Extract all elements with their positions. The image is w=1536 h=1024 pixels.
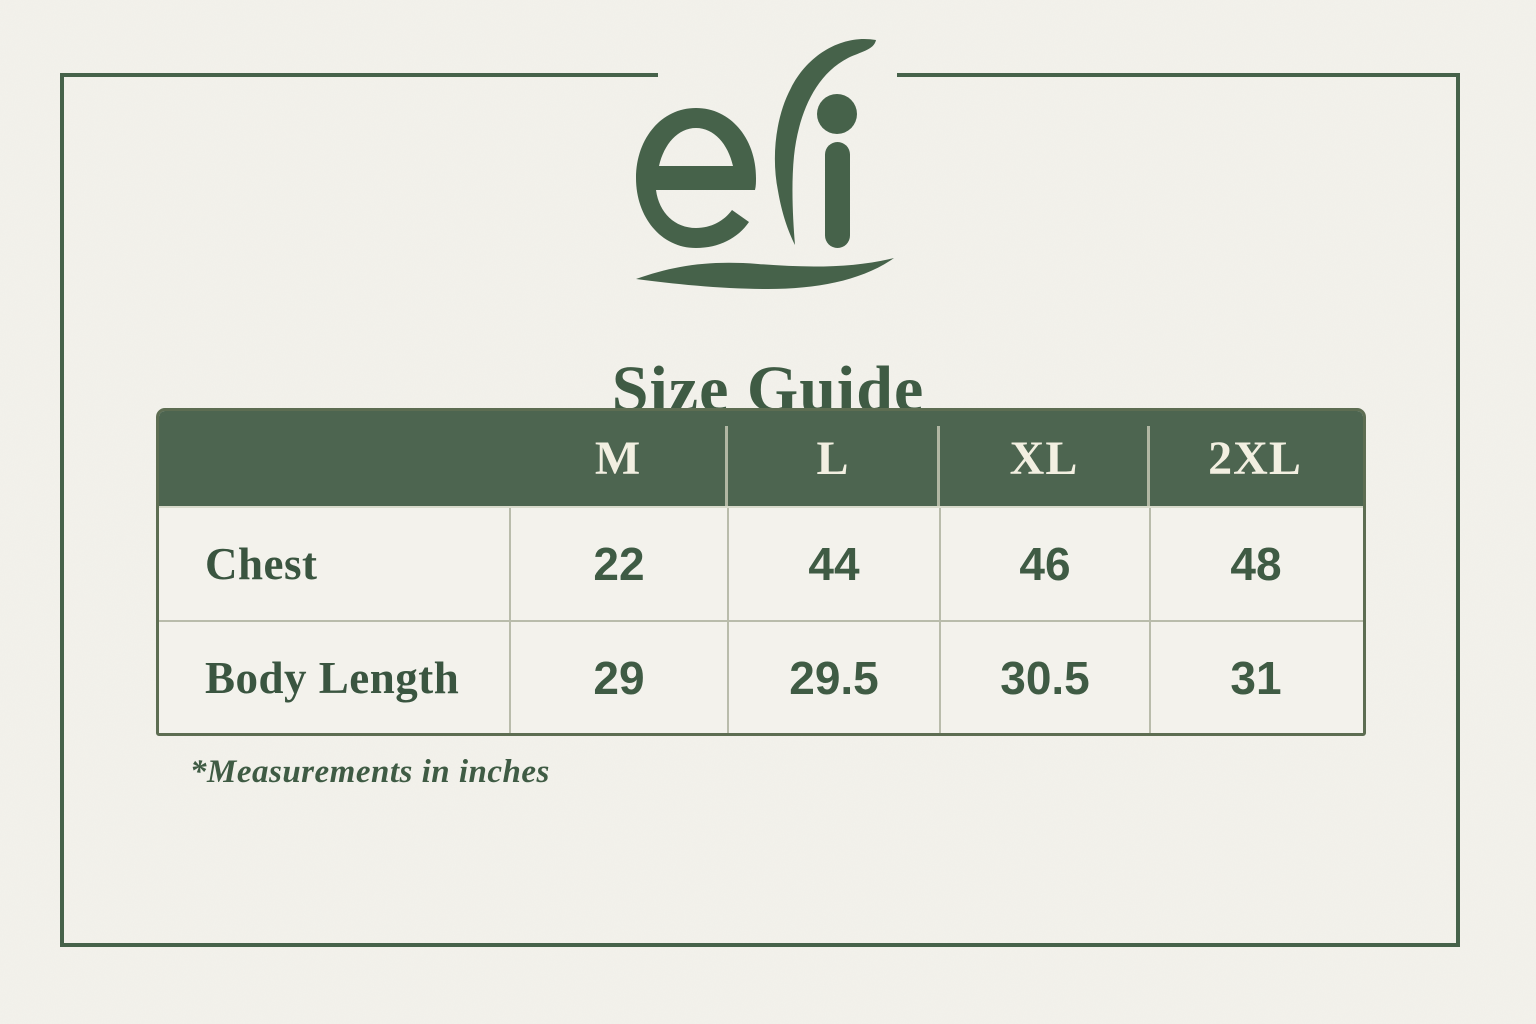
frame-border-right: [1456, 73, 1460, 947]
frame-border-left: [60, 73, 64, 947]
logo-letter-e: [636, 108, 756, 248]
chest-value-2xl: 48: [1149, 508, 1361, 620]
header-cell-size-l: L: [725, 411, 939, 506]
row-label-body-length: Body Length: [205, 653, 460, 703]
header-cell-empty: [159, 411, 509, 506]
row-label-chest: Chest: [205, 539, 318, 589]
body-length-value-xl: 30.5: [939, 622, 1149, 733]
logo-letter-l: [774, 38, 876, 246]
header-cell-size-2xl: 2XL: [1147, 411, 1361, 506]
header-cell-size-m: M: [594, 432, 642, 485]
body-length-value-l: 29.5: [727, 622, 939, 733]
table-row-body-length: Body Length 29 29.5 30.5 31: [159, 620, 1363, 733]
header-cell-size-xl: XL: [937, 411, 1149, 506]
chest-value-xl: 46: [939, 508, 1149, 620]
frame-border-top-left: [60, 73, 658, 77]
chest-value-l: 44: [727, 508, 939, 620]
body-length-value-m: 29: [509, 622, 727, 733]
brand-logo-graphic: [636, 38, 894, 289]
measurements-footnote: *Measurements in inches: [190, 754, 550, 790]
frame-border-top-right: [897, 73, 1460, 77]
logo-letter-i-dot: [817, 94, 857, 134]
size-table-header-row: M L XL 2XL: [159, 411, 1363, 508]
body-length-value-2xl: 31: [1149, 622, 1361, 733]
chest-value-m: 22: [509, 508, 727, 620]
table-row-chest: Chest 22 44 46 48: [159, 508, 1363, 620]
logo-swoosh: [636, 258, 894, 289]
brand-logo: [628, 26, 948, 328]
frame-border-bottom: [60, 943, 1460, 947]
size-guide-table: M L XL 2XL Chest 22 44 46 48 Body Length…: [156, 408, 1366, 736]
logo-letter-i-stem: [825, 142, 850, 248]
